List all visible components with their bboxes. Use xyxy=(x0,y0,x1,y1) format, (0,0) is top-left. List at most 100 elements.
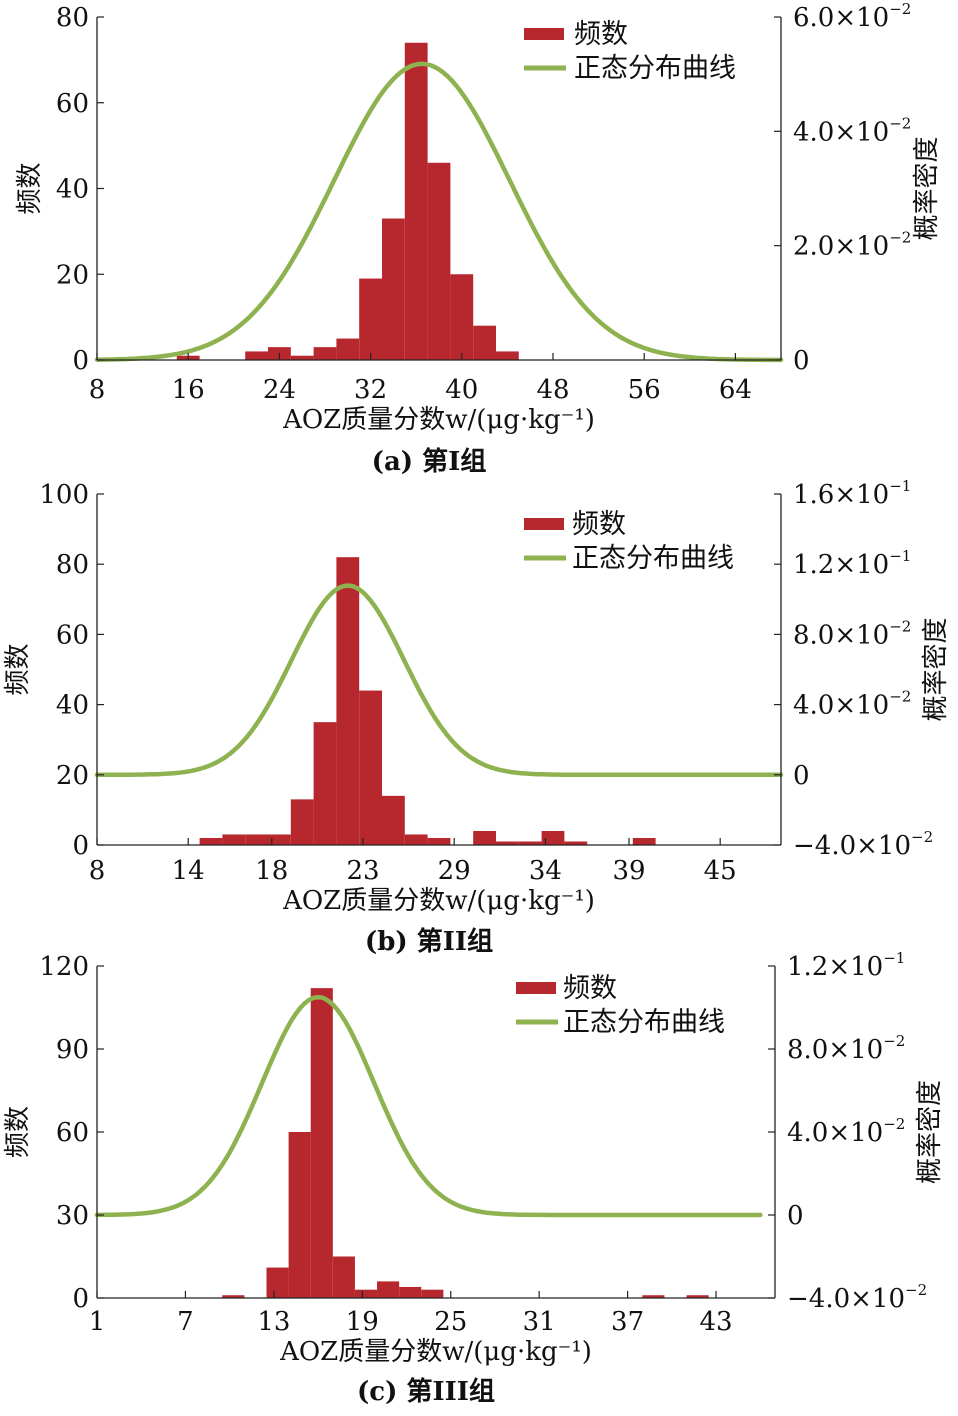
histogram-bar xyxy=(541,830,565,845)
x-tick-label: 56 xyxy=(628,375,661,405)
y2-tick-mantissa: 8.0×10 xyxy=(787,1035,883,1065)
y-tick-label: 120 xyxy=(39,952,89,982)
y-tick-label: 0 xyxy=(72,831,89,861)
y2-tick-exponent: −2 xyxy=(889,114,911,132)
y2-tick-label: 8.0×10−2 xyxy=(793,617,911,650)
x-tick-label: 45 xyxy=(704,856,737,886)
y2-tick-label: 4.0×10−2 xyxy=(793,688,911,721)
y-tick-label: 60 xyxy=(56,1118,89,1148)
x-tick-label: 29 xyxy=(438,856,471,886)
x-tick-label: 18 xyxy=(255,856,288,886)
x-axis-title: AOZ质量分数w/(μg·kg⁻¹) xyxy=(279,1337,592,1367)
x-tick-label: 25 xyxy=(434,1307,467,1337)
right-y-axis-title: 概率密度 xyxy=(915,1080,945,1184)
x-tick-label: 37 xyxy=(611,1307,644,1337)
histogram-bar xyxy=(427,162,451,360)
histogram-bar xyxy=(245,351,268,360)
x-tick-label: 43 xyxy=(699,1307,732,1337)
y2-tick-exponent: −2 xyxy=(889,0,911,18)
y2-tick-label: 1.2×10−1 xyxy=(793,547,911,580)
y2-tick-mantissa: 1.2×10 xyxy=(787,952,883,982)
y2-tick-label: 8.0×10−2 xyxy=(787,1032,905,1065)
histogram-bar xyxy=(288,1132,311,1298)
y2-tick-mantissa: 0 xyxy=(793,761,810,791)
panel-caption: (a) 第I组 xyxy=(372,446,487,477)
x-tick-label: 24 xyxy=(263,375,296,405)
y2-tick-mantissa: 4.0×10 xyxy=(793,117,889,147)
x-tick-label: 48 xyxy=(536,375,569,405)
legend-label-frequency: 频数 xyxy=(563,973,617,1004)
y2-tick-exponent: −2 xyxy=(911,828,933,846)
x-tick-label: 8 xyxy=(89,856,106,886)
x-tick-label: 14 xyxy=(172,856,205,886)
y2-tick-mantissa: 8.0×10 xyxy=(793,620,889,650)
y2-tick-mantissa: 0 xyxy=(793,346,810,376)
histogram-bar xyxy=(222,834,246,845)
y-tick-label: 20 xyxy=(56,761,89,791)
histogram-bar xyxy=(268,834,291,845)
y-tick-label: 60 xyxy=(56,620,89,650)
y2-tick-label: 4.0×10−2 xyxy=(787,1115,905,1148)
normal-distribution-curve xyxy=(94,583,784,778)
right-y-axis-title: 概率密度 xyxy=(921,617,951,721)
normal-distribution-curve xyxy=(94,61,784,363)
histogram-bar xyxy=(450,274,474,360)
histogram-bars xyxy=(176,42,519,360)
histogram-bar xyxy=(496,841,519,845)
histogram-bar xyxy=(245,834,268,845)
histogram-bar xyxy=(642,1295,665,1298)
histogram-bar xyxy=(310,988,333,1298)
x-tick-label: 8 xyxy=(89,375,106,405)
histogram-bar xyxy=(266,1267,289,1298)
histogram-bar xyxy=(359,278,382,360)
legend-swatch-bar xyxy=(524,518,564,530)
y2-tick-exponent: −1 xyxy=(889,547,911,565)
legend-label-normal-curve: 正态分布曲线 xyxy=(572,543,734,574)
x-tick-label: 7 xyxy=(177,1307,194,1337)
histogram-bars xyxy=(222,988,709,1298)
y2-tick-exponent: −2 xyxy=(889,229,911,247)
y2-tick-mantissa: 1.6×10 xyxy=(793,480,889,510)
x-tick-label: 32 xyxy=(354,375,387,405)
x-tick-label: 39 xyxy=(612,856,645,886)
y2-tick-label: 4.0×10−2 xyxy=(793,114,911,147)
y2-tick-mantissa: 4.0×10 xyxy=(793,691,889,721)
histogram-bar xyxy=(473,325,496,360)
y2-tick-mantissa: 6.0×10 xyxy=(793,3,889,33)
y2-tick-mantissa: 4.0×10 xyxy=(787,1118,883,1148)
x-tick-label: 64 xyxy=(719,375,752,405)
x-tick-label: 1 xyxy=(89,1307,106,1337)
histogram-bar xyxy=(332,1256,355,1298)
y2-tick-label: 1.2×10−1 xyxy=(787,949,905,982)
right-y-axis-title: 概率密度 xyxy=(912,136,942,240)
y-tick-label: 80 xyxy=(56,3,89,33)
y2-tick-exponent: −2 xyxy=(883,1032,905,1050)
histogram-bar xyxy=(313,722,337,845)
histogram-bar xyxy=(404,42,428,360)
x-tick-label: 19 xyxy=(346,1307,379,1337)
left-y-axis-title: 频数 xyxy=(3,1106,33,1158)
y2-tick-exponent: −1 xyxy=(883,949,905,967)
legend-label-frequency: 频数 xyxy=(574,19,628,50)
y2-tick-mantissa: 0 xyxy=(787,1201,804,1231)
histogram-bar xyxy=(382,218,405,360)
x-axis-title: AOZ质量分数w/(μg·kg⁻¹) xyxy=(282,886,595,916)
histogram-bar xyxy=(427,837,451,845)
left-y-axis-title: 频数 xyxy=(15,162,45,214)
histogram-bar xyxy=(290,799,314,845)
histogram-bar xyxy=(421,1289,444,1298)
y-tick-label: 0 xyxy=(72,346,89,376)
histogram-bar xyxy=(473,830,496,845)
panel-caption: (c) 第III组 xyxy=(357,1376,495,1407)
histogram-bar xyxy=(290,355,314,360)
legend-label-normal-curve: 正态分布曲线 xyxy=(574,53,736,84)
y2-tick-label: 1.6×10−1 xyxy=(793,477,911,510)
y2-tick-mantissa: 2.0×10 xyxy=(793,232,889,262)
histogram-bars xyxy=(199,557,656,845)
histogram-bar xyxy=(496,351,519,360)
y2-tick-exponent: −2 xyxy=(889,688,911,706)
x-tick-label: 23 xyxy=(346,856,379,886)
